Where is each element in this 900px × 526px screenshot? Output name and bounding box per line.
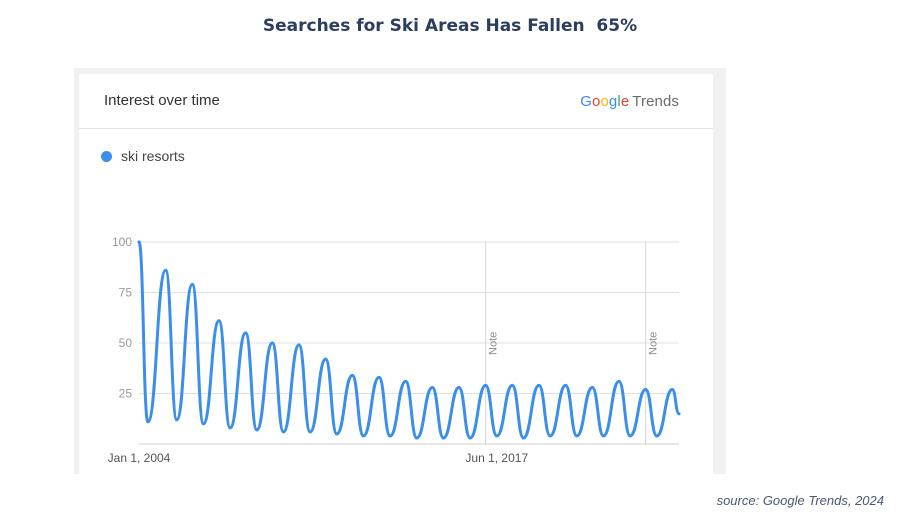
data-point[interactable] <box>484 383 488 387</box>
data-point[interactable] <box>468 436 472 440</box>
y-tick-label: 75 <box>119 286 133 300</box>
source-caption: source: Google Trends, 2024 <box>716 493 884 508</box>
data-point[interactable] <box>457 385 461 389</box>
data-point[interactable] <box>548 434 552 438</box>
data-point[interactable] <box>441 436 445 440</box>
data-point[interactable] <box>308 430 312 434</box>
y-tick-label: 25 <box>119 387 133 401</box>
slide-title: Searches for Ski Areas Has Fallen 65% <box>262 16 638 36</box>
data-point[interactable] <box>388 434 392 438</box>
data-point[interactable] <box>255 428 259 432</box>
data-point[interactable] <box>361 434 365 438</box>
data-point[interactable] <box>175 418 179 422</box>
google-wordmark: Google <box>580 93 630 110</box>
data-point[interactable] <box>510 383 514 387</box>
data-point[interactable] <box>590 385 594 389</box>
x-tick-label: Jan 1, 2004 <box>108 451 171 465</box>
data-point[interactable] <box>350 373 354 377</box>
series-line-ski-resorts[interactable] <box>137 240 681 440</box>
annotation-label[interactable]: Note <box>488 332 500 355</box>
data-point[interactable] <box>281 430 285 434</box>
data-point[interactable] <box>655 434 659 438</box>
trends-wordmark: Trends <box>632 93 679 110</box>
data-point[interactable] <box>244 331 248 335</box>
data-point[interactable] <box>164 268 168 272</box>
data-point[interactable] <box>495 434 499 438</box>
tick-labels: 25 50 75 100 Jan 1, 2004 Jun 1, 2017 <box>108 235 529 465</box>
data-point[interactable] <box>677 412 681 416</box>
chart-legend[interactable]: ski resorts <box>101 148 185 164</box>
data-point[interactable] <box>217 319 221 323</box>
data-point[interactable] <box>430 385 434 389</box>
card-header-title: Interest over time <box>104 92 220 109</box>
legend-dot-icon <box>101 150 112 162</box>
legend-series-label: ski resorts <box>121 148 185 164</box>
data-point[interactable] <box>146 420 150 424</box>
data-point[interactable] <box>137 240 141 244</box>
data-point[interactable] <box>228 426 232 430</box>
card-header: Interest over time Google Trends <box>79 74 713 129</box>
data-point[interactable] <box>335 432 339 436</box>
data-point[interactable] <box>564 383 568 387</box>
trends-card: Interest over time Google Trends ski reso… <box>79 74 713 474</box>
y-tick-label: 50 <box>119 336 133 350</box>
data-point[interactable] <box>270 341 274 345</box>
data-point[interactable] <box>404 379 408 383</box>
data-point[interactable] <box>190 282 194 286</box>
data-point[interactable] <box>644 387 648 391</box>
data-point[interactable] <box>670 387 674 391</box>
data-point[interactable] <box>324 357 328 361</box>
data-point[interactable] <box>575 434 579 438</box>
data-point[interactable] <box>601 434 605 438</box>
data-point[interactable] <box>521 436 525 440</box>
data-point[interactable] <box>415 436 419 440</box>
data-point[interactable] <box>377 375 381 379</box>
y-tick-label: 100 <box>112 235 132 249</box>
data-point[interactable] <box>537 383 541 387</box>
data-point[interactable] <box>297 343 301 347</box>
series-layer <box>137 240 681 440</box>
data-point[interactable] <box>617 379 621 383</box>
annotation-label[interactable]: Note <box>648 332 660 355</box>
google-trends-logo: Google Trends <box>580 93 679 110</box>
data-point[interactable] <box>201 422 205 426</box>
x-tick-label: Jun 1, 2017 <box>465 451 528 465</box>
data-point[interactable] <box>628 434 632 438</box>
annotations: Note Note <box>485 242 660 444</box>
